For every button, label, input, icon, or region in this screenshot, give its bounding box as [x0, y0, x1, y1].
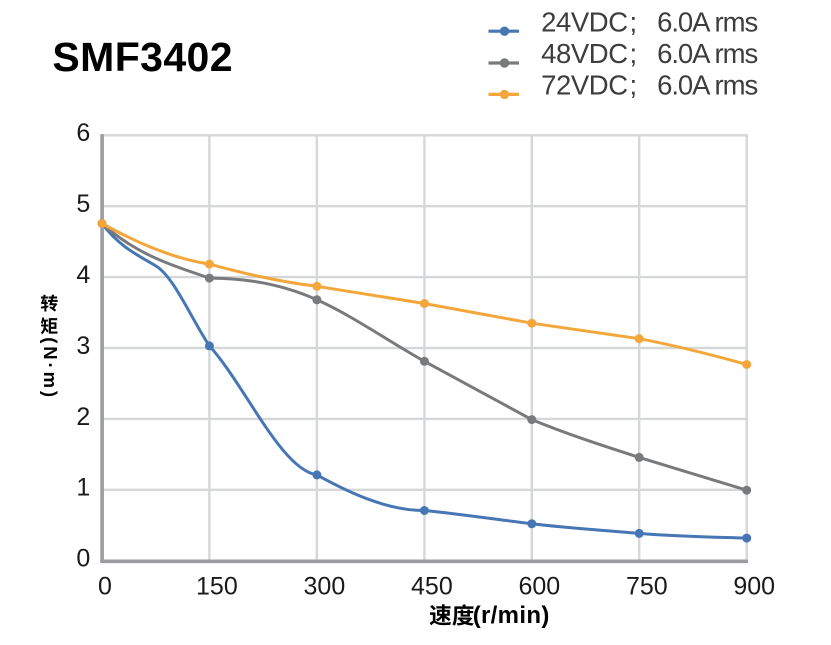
svg-text:1: 1 — [76, 474, 90, 502]
svg-text:24VDC;6.0A rms: 24VDC; 6.0A rms — [541, 6, 757, 37]
svg-text:2: 2 — [76, 403, 90, 431]
svg-text:0: 0 — [76, 545, 90, 573]
svg-text:150: 150 — [196, 573, 238, 601]
svg-text:3: 3 — [76, 332, 90, 360]
svg-text:48VDC;6.0A rms: 48VDC; 6.0A rms — [541, 38, 757, 69]
svg-text:300: 300 — [304, 573, 346, 601]
svg-text:72VDC;6.0A rms: 72VDC; 6.0A rms — [541, 70, 757, 101]
svg-text:0: 0 — [98, 573, 112, 601]
svg-text:750: 750 — [626, 573, 668, 601]
svg-text:4: 4 — [76, 261, 90, 289]
svg-text:(N·m): (N·m) — [40, 337, 61, 400]
svg-text:5: 5 — [76, 190, 90, 218]
svg-text:SMF3402: SMF3402 — [52, 34, 233, 80]
svg-text:6: 6 — [76, 119, 90, 147]
svg-text:900: 900 — [733, 573, 775, 601]
svg-text:(r/min): (r/min) — [473, 602, 550, 629]
svg-text:600: 600 — [518, 573, 560, 601]
svg-text:450: 450 — [411, 573, 453, 601]
